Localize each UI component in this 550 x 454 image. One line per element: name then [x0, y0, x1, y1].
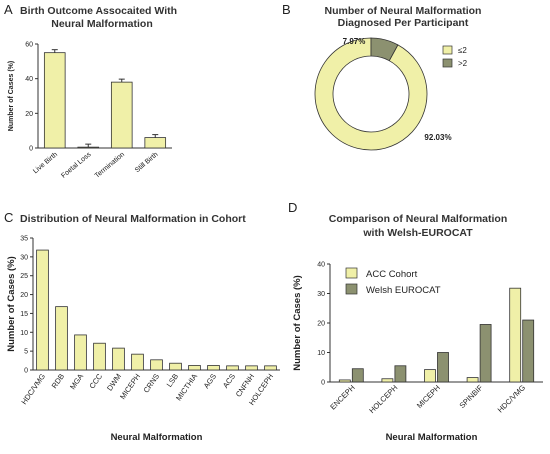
legend-swatch-d	[345, 267, 358, 279]
tick-label-c-y: 25	[20, 273, 28, 280]
panel-d-title-line2: with Welsh-EUROCAT	[362, 227, 473, 239]
tick-label-c-x: HDC/VMG	[19, 372, 47, 406]
bar-d	[466, 377, 479, 383]
bar-c	[36, 249, 49, 371]
tick-label-d-y: 10	[317, 350, 325, 357]
tick-label-c-x: LSB	[165, 372, 181, 389]
tick-label-c-x: MGA	[68, 372, 85, 391]
bar-d	[437, 352, 449, 383]
tick-label-a-x: Foetal Loss	[60, 151, 93, 180]
tick-label-c-x: CRNS	[142, 372, 162, 395]
legend-label-d: ACC Cohort	[366, 269, 418, 280]
tick-label-d-y: 30	[317, 291, 325, 298]
bar-d	[351, 368, 364, 383]
tick-label-c-y: 20	[20, 292, 28, 299]
tick-label-d-y: 40	[317, 262, 325, 269]
bar-c	[226, 365, 239, 371]
tick-label-d-x: HOLCEPH	[367, 383, 399, 415]
bar-c	[264, 365, 277, 371]
tick-label-d-x: ENCEPH	[328, 383, 356, 411]
tick-label-d-x: SPINBIF	[458, 383, 485, 410]
panel-letter-a: A	[4, 2, 13, 17]
legend-label-d: Welsh EUROCAT	[366, 285, 441, 296]
bar-c	[169, 362, 182, 371]
tick-label-c-y: 5	[24, 349, 28, 356]
legend-label-b: >2	[458, 59, 468, 68]
panel-c-title: Distribution of Neural Malformation in C…	[20, 213, 246, 225]
tick-label-c-x: AGS	[202, 372, 218, 390]
bar-a	[110, 81, 133, 149]
tick-label-a-x: Live Birth	[32, 151, 59, 175]
tick-label-d-x: HDC/VMG	[496, 383, 528, 415]
data-label-b: 7.97%	[343, 37, 366, 46]
panel-a-title-line1: Birth Outcome Assocaited With	[20, 5, 177, 17]
tick-label-c-y: 30	[20, 254, 28, 261]
legend-label-b: ≤2	[458, 46, 467, 55]
axis-label-a-y: Number of Cases (%)	[8, 61, 15, 131]
bar-c	[93, 342, 106, 371]
tick-label-a-x: Still Birth	[134, 151, 160, 174]
bar-d	[338, 379, 351, 383]
tick-label-c-y: 15	[20, 311, 28, 318]
bar-d	[394, 365, 407, 383]
tick-label-c-x: ACS	[221, 372, 237, 390]
bar-c	[112, 347, 125, 371]
axis-label-c-y: Number of Cases (%)	[6, 256, 17, 352]
data-label-b: 92.03%	[424, 133, 451, 142]
legend-swatch-b	[442, 45, 453, 55]
donut-slice	[314, 37, 428, 151]
bar-c	[188, 365, 201, 371]
tick-label-c-y: 35	[20, 236, 28, 243]
tick-label-a-y: 20	[25, 111, 33, 118]
tick-label-c-x: RDB	[50, 372, 66, 390]
bar-a	[77, 146, 100, 149]
tick-label-d-y: 20	[317, 321, 325, 328]
bar-d	[522, 319, 535, 383]
bar-d	[479, 324, 492, 383]
tick-label-a-y: 40	[25, 76, 33, 83]
panel-d-title-line1: Comparison of Neural Malformation	[329, 213, 508, 225]
chart-d-comparison: 0 10 20 30 40 Number of Cases (%) ENCEPH HOLCEP…	[292, 262, 543, 443]
axis-label-c-x: Neural Malformation	[111, 432, 203, 443]
bar-c	[150, 359, 163, 371]
bar-a	[144, 137, 167, 149]
tick-label-a-x: Termination	[94, 151, 126, 180]
panel-letter-b: B	[282, 2, 291, 17]
bar-c	[245, 365, 258, 371]
bar-c	[207, 365, 220, 371]
bar-d	[424, 369, 436, 383]
panel-letter-c: C	[4, 210, 13, 225]
legend-swatch-b	[442, 58, 453, 68]
axis-label-d-y: Number of Cases (%)	[292, 275, 303, 371]
panel-a-title-line2: Neural Malformation	[51, 18, 153, 30]
tick-label-c-y: 10	[20, 330, 28, 337]
bar-d	[509, 287, 522, 383]
tick-label-a-y: 60	[25, 42, 33, 49]
bar-d	[381, 378, 394, 383]
tick-label-c-x: DWM	[105, 372, 123, 393]
tick-label-d-y: 0	[321, 380, 325, 387]
tick-label-c-x: CCC	[87, 372, 104, 391]
chart-b-donut: 92.03% 7.97% ≤2 >2	[314, 37, 468, 151]
bar-a	[43, 52, 66, 149]
tick-label-a-y: 0	[29, 146, 33, 153]
donut-slice	[370, 37, 399, 62]
bar-c	[74, 334, 87, 371]
panel-letter-d: D	[288, 200, 297, 215]
tick-label-c-y: 0	[24, 368, 28, 375]
panel-b-title-line2: Diagnosed Per Participant	[338, 17, 469, 29]
bar-c	[131, 353, 144, 371]
tick-label-d-x: MICEPH	[415, 383, 442, 410]
panel-b-title-line1: Number of Neural Malformation	[325, 5, 482, 17]
bar-c	[55, 306, 68, 371]
chart-a-birth-outcome: 0 20 40 60 Number of Cases (%) Live Birth Foet…	[8, 42, 172, 180]
legend-swatch-d	[345, 283, 358, 295]
axis-label-d-x: Neural Malformation	[386, 432, 478, 443]
chart-c-distribution: 0 5 10 15 20 25 30 35 Number of Cases (%) HDC/VMG…	[6, 236, 280, 443]
